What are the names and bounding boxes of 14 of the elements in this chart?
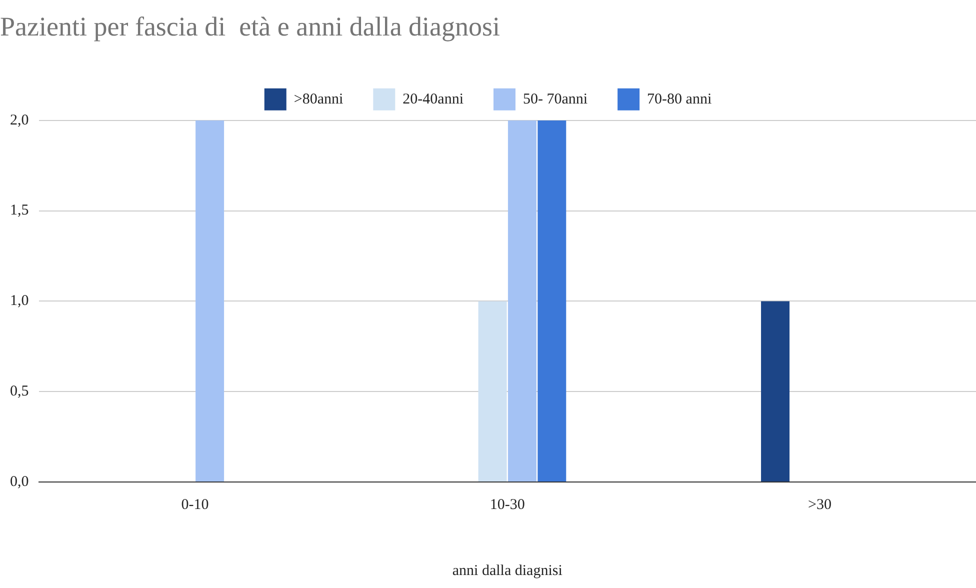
legend-label: 20-40anni <box>402 91 464 108</box>
legend-label: 70-80 anni <box>647 91 712 108</box>
legend-label: 50- 70anni <box>522 91 588 108</box>
legend-label: >80anni <box>294 91 344 108</box>
x-tick-label: 0-10 <box>181 496 209 513</box>
y-tick-label: 1,5 <box>10 202 29 219</box>
y-tick-label: 1,0 <box>10 293 29 310</box>
y-tick-label: 2,0 <box>10 112 29 128</box>
x-tick-label: 10-30 <box>490 496 525 513</box>
y-tick-label: 0,5 <box>10 384 29 400</box>
x-tick-label: >30 <box>808 496 832 513</box>
chart-title: Pazienti per fascia di età e anni dalla diagnosi <box>0 11 500 42</box>
y-tick-label: 0,0 <box>10 474 29 490</box>
x-axis-title: anni dalla diagnisi <box>452 562 562 579</box>
